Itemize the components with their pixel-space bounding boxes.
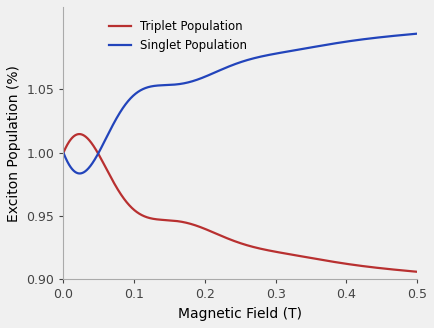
Singlet Population (122, 103, 128, 107)
Singlet Population (61, 151, 66, 155)
Triplet Population (197, 225, 202, 229)
Singlet Population (414, 32, 420, 36)
Triplet Population (408, 269, 413, 273)
Triplet Population (61, 151, 66, 155)
Triplet Population (369, 265, 375, 269)
Singlet Population (408, 32, 413, 36)
Line: Triplet Population: Triplet Population (63, 134, 417, 272)
Singlet Population (197, 77, 202, 81)
Triplet Population (212, 231, 217, 235)
Triplet Population (77, 132, 82, 136)
Line: Singlet Population: Singlet Population (63, 34, 417, 174)
Singlet Population (101, 141, 106, 145)
Triplet Population (101, 162, 106, 166)
Singlet Population (369, 36, 375, 40)
X-axis label: Magnetic Field (T): Magnetic Field (T) (178, 307, 302, 321)
Triplet Population (414, 270, 420, 274)
Legend: Triplet Population, Singlet Population: Triplet Population, Singlet Population (105, 15, 252, 57)
Y-axis label: Exciton Population (%): Exciton Population (%) (7, 65, 21, 222)
Singlet Population (77, 172, 82, 175)
Triplet Population (122, 198, 128, 202)
Singlet Population (212, 71, 217, 75)
